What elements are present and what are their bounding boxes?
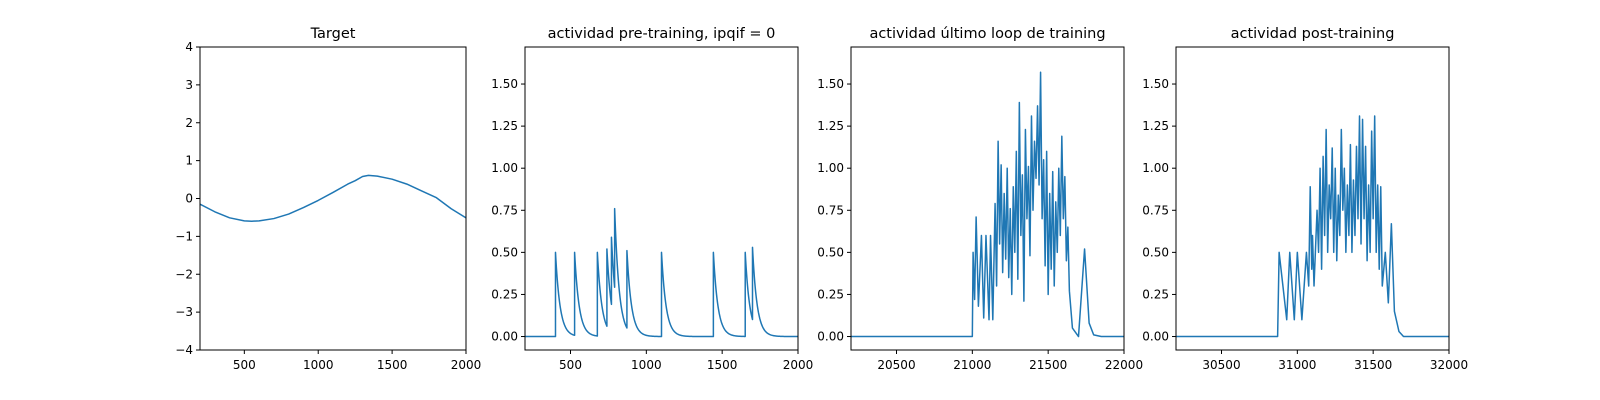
series-line	[525, 207, 798, 338]
y-tick-label: 0.25	[491, 287, 518, 301]
y-tick-label: 1.50	[491, 77, 518, 91]
y-tick-label: 0.00	[1142, 330, 1169, 344]
x-tick-label: 20500	[877, 358, 915, 372]
chart-panel-4: 30500 31000 31500 32000 0.00 0.25 0.50 0.75 1.00…	[1142, 26, 1468, 372]
y-tick-label: 0.25	[817, 287, 844, 301]
x-tick-label: 21000	[953, 358, 991, 372]
x-tick-label: 31000	[1278, 358, 1316, 372]
y-tick-label: 0.75	[1142, 203, 1169, 217]
y-tick-label: 0.50	[491, 245, 518, 259]
y-tick-label: 3	[185, 78, 193, 92]
y-tick-label: 0.75	[491, 203, 518, 217]
plot-frame	[199, 46, 467, 351]
y-tick-label: 0.00	[491, 330, 518, 344]
y-tick-label: 1.00	[491, 161, 518, 175]
y-tick-label: −1	[175, 229, 193, 243]
x-tick-label: 31500	[1354, 358, 1392, 372]
y-tick-label: 1.00	[1142, 161, 1169, 175]
plot-frame	[1175, 46, 1450, 351]
chart-title: actividad pre-training, ipqif = 0	[548, 26, 776, 42]
plot-frame	[850, 46, 1125, 351]
y-tick-label: 0.00	[817, 330, 844, 344]
x-tick-label: 500	[233, 358, 256, 372]
x-tick-label: 1500	[377, 358, 408, 372]
x-tick-label: 21500	[1029, 358, 1067, 372]
chart-panel-1: 500 1000 1500 2000 −4 −3 −2 −1 0 1 2 3 4 Target	[175, 26, 481, 372]
x-tick-label: 2000	[783, 358, 814, 372]
series-line	[1176, 115, 1449, 338]
plot-frame	[524, 46, 799, 351]
chart-title: Target	[310, 26, 356, 42]
chart-title: actividad último loop de training	[869, 26, 1105, 42]
y-tick-label: 1.25	[491, 119, 518, 133]
y-tick-label: 1.25	[1142, 119, 1169, 133]
y-tick-label: 1.25	[817, 119, 844, 133]
y-tick-label: 1.00	[817, 161, 844, 175]
x-tick-label: 2000	[451, 358, 482, 372]
y-tick-label: −4	[175, 343, 193, 357]
y-tick-label: 0.50	[817, 245, 844, 259]
y-tick-label: 1.50	[817, 77, 844, 91]
series-line	[851, 71, 1124, 338]
y-tick-label: 2	[185, 116, 193, 130]
series-line	[200, 174, 466, 222]
chart-panel-2: 500 1000 1500 2000 0.00 0.25 0.50 0.75 1.00 1.25 1…	[491, 26, 813, 372]
y-tick-label: 0.50	[1142, 245, 1169, 259]
chart-panel-3: 20500 21000 21500 22000 0.00 0.25 0.50 0.75 1.00…	[817, 26, 1143, 372]
x-tick-label: 1000	[303, 358, 334, 372]
y-tick-label: 0	[185, 192, 193, 206]
y-tick-label: 0.25	[1142, 287, 1169, 301]
y-tick-label: −3	[175, 305, 193, 319]
x-tick-label: 22000	[1105, 358, 1143, 372]
y-tick-label: 4	[185, 40, 193, 54]
x-tick-label: 1500	[707, 358, 738, 372]
y-tick-label: 0.75	[817, 203, 844, 217]
y-tick-label: 1.50	[1142, 77, 1169, 91]
x-tick-label: 1000	[631, 358, 662, 372]
x-tick-label: 500	[559, 358, 582, 372]
y-tick-label: −2	[175, 267, 193, 281]
x-tick-label: 32000	[1430, 358, 1468, 372]
y-tick-label: 1	[185, 154, 193, 168]
chart-title: actividad post-training	[1231, 26, 1395, 42]
x-tick-label: 30500	[1202, 358, 1240, 372]
